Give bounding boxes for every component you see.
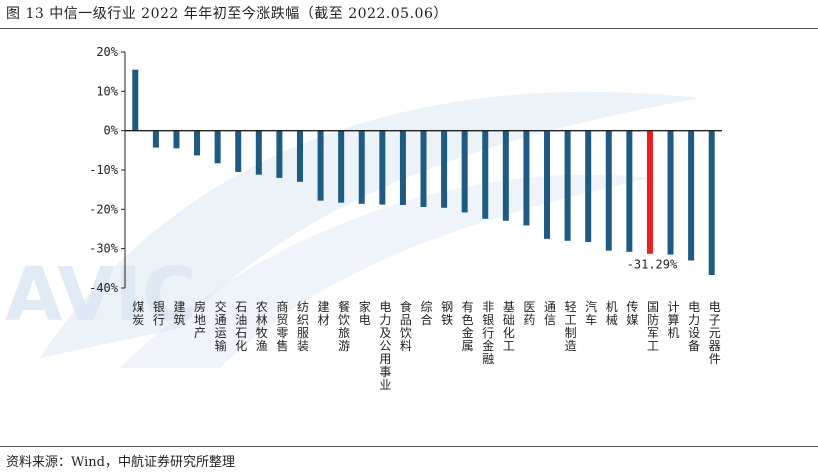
category-label: 电力设备	[688, 300, 700, 353]
bar	[173, 130, 180, 149]
top-divider	[0, 28, 818, 29]
category-label: 农林牧渔	[256, 300, 268, 353]
chart-title: 图 13 中信一级行业 2022 年年初至今涨跌幅（截至 2022.05.06）	[6, 6, 448, 22]
category-label: 医药	[523, 300, 535, 327]
bar	[564, 130, 571, 241]
category-label: 银行	[153, 300, 165, 327]
bar	[585, 130, 592, 242]
category-label: 建材	[318, 300, 330, 327]
bar	[214, 130, 221, 164]
y-tick-label: 20%	[96, 45, 118, 59]
y-tick-label: -30%	[89, 242, 119, 256]
bar	[502, 130, 509, 221]
bar	[646, 130, 653, 254]
category-label: 汽车	[585, 299, 597, 327]
bar	[688, 130, 695, 261]
bar	[708, 130, 715, 276]
category-label: 综合	[420, 300, 432, 327]
bar	[523, 130, 530, 226]
bottom-divider	[0, 446, 818, 447]
category-label: 计算机	[668, 300, 680, 340]
bar	[296, 130, 303, 182]
category-label: 餐饮旅游	[338, 299, 350, 353]
category-label: 电子元器件	[709, 300, 721, 366]
category-label: 基础化工	[503, 300, 515, 353]
y-tick-label: -10%	[89, 163, 119, 177]
bar	[461, 130, 468, 213]
bar	[605, 130, 612, 251]
bar	[317, 130, 324, 201]
bar	[276, 130, 283, 178]
category-label: 轻工制造	[565, 300, 577, 353]
data-label: -31.29%	[627, 258, 678, 272]
bar	[338, 130, 345, 203]
bar	[379, 130, 386, 205]
bar	[235, 130, 242, 172]
y-tick-label: -20%	[89, 202, 119, 216]
y-tick-label: 10%	[96, 84, 118, 98]
bar	[132, 69, 139, 131]
bar	[667, 130, 674, 255]
category-label: 商贸零售	[276, 299, 288, 353]
bar	[399, 130, 406, 206]
category-label: 国防军工	[647, 300, 659, 353]
category-label: 纺织服装	[297, 300, 309, 353]
category-label: 钢铁	[441, 300, 453, 327]
category-label: 家电	[359, 299, 371, 327]
bar	[194, 130, 201, 156]
category-label: 传媒	[626, 299, 638, 327]
y-tick-label: 0%	[104, 124, 119, 138]
category-label: 通信	[544, 300, 556, 327]
bar	[544, 130, 551, 239]
source-note: 资料来源：Wind，中航证券研究所整理	[6, 455, 235, 470]
y-tick-label: -40%	[89, 281, 119, 295]
bar	[482, 130, 489, 219]
category-label: 非银行金融	[482, 300, 494, 366]
bar	[441, 130, 448, 208]
bar	[626, 130, 633, 252]
bar	[358, 130, 365, 204]
category-label: 建筑	[173, 300, 185, 327]
category-label: 煤炭	[132, 300, 144, 327]
category-label: 食品饮料	[400, 299, 412, 353]
bar	[255, 130, 262, 175]
bar	[152, 130, 159, 148]
bar-chart: 20% 10% 0% -10% -20% -30% -40% 煤炭银行建筑房地产交通运输石油石…	[89, 45, 722, 392]
category-label: 房地产	[194, 299, 206, 340]
category-label: 交通运输	[215, 299, 227, 353]
category-label: 机械	[606, 300, 618, 327]
bar	[420, 130, 427, 207]
category-label: 有色金属	[462, 300, 474, 353]
category-label: 石油石化	[235, 300, 247, 353]
category-label: 电力及公用事业	[379, 300, 391, 392]
